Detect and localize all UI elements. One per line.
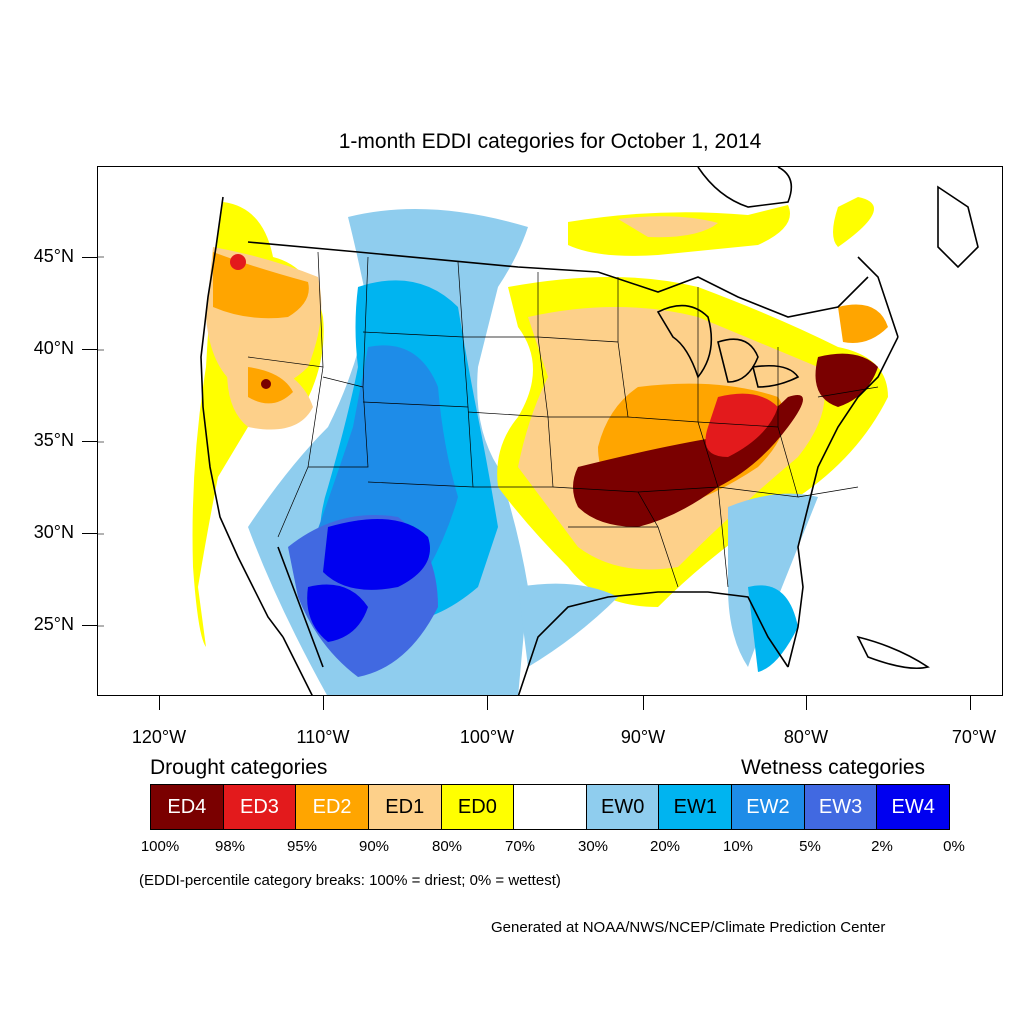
field-ed3-washington	[230, 254, 246, 270]
percent-break: 90%	[358, 838, 390, 855]
breaks-note: (EDDI-percentile category breaks: 100% =…	[139, 872, 561, 889]
lon-tick	[806, 696, 807, 710]
percent-break: 80%	[431, 838, 463, 855]
percent-break: 10%	[722, 838, 754, 855]
lon-label: 90°W	[620, 727, 666, 747]
field-ed1-canada	[618, 216, 718, 238]
map-title: 1-month EDDI categories for October 1, 2…	[338, 130, 762, 153]
lon-tick	[487, 696, 488, 710]
credit-line: Generated at NOAA/NWS/NCEP/Climate Predi…	[491, 919, 886, 936]
lat-tick	[82, 441, 97, 442]
field-ed4-northeast	[815, 353, 878, 407]
field-ed0-quebec	[833, 197, 874, 247]
state-lines	[247, 251, 879, 588]
legend-cell-ew4: EW4	[877, 785, 950, 829]
map-frame	[97, 166, 1003, 696]
percent-break: 70%	[504, 838, 536, 855]
percent-break: 98%	[214, 838, 246, 855]
legend-cell-neutral	[514, 785, 587, 829]
cuba-outline	[856, 635, 930, 670]
field-ew1-florida	[748, 585, 798, 672]
percent-break: 100%	[140, 838, 180, 855]
drought-heading: Drought categories	[150, 756, 328, 779]
coastline-mexico	[282, 636, 313, 695]
legend-cell-ed2: ED2	[296, 785, 369, 829]
percent-break: 5%	[799, 838, 821, 855]
newfoundland	[937, 185, 979, 269]
lat-label: 30°N	[33, 522, 74, 542]
field-ew4-arizona	[323, 519, 430, 590]
legend-cell-ed4: ED4	[151, 785, 224, 829]
legend-cell-ed1: ED1	[368, 785, 442, 829]
great-lakes	[656, 304, 800, 388]
field-ew0-texas	[518, 583, 618, 667]
lon-label: 80°W	[783, 727, 829, 747]
legend-cell-ew1: EW1	[659, 785, 733, 829]
legend-bar: ED4 ED3 ED2 ED1 ED0 EW0 EW1 EW2 EW3 EW4	[150, 784, 950, 830]
legend-cell-ew2: EW2	[732, 785, 805, 829]
percent-break: 95%	[286, 838, 318, 855]
field-ew4-mexico	[307, 584, 368, 642]
legend-cell-ew0: EW0	[586, 785, 660, 829]
lat-label: 25°N	[33, 614, 74, 634]
lat-tick	[82, 533, 97, 534]
lon-label: 70°W	[951, 727, 997, 747]
lat-label: 35°N	[33, 430, 74, 450]
coastline-gulf	[517, 591, 789, 695]
us-canada-border	[247, 241, 869, 318]
legend-cell-ed3: ED3	[223, 785, 297, 829]
lon-tick	[643, 696, 644, 710]
percent-break: 2%	[871, 838, 893, 855]
boundaries	[200, 167, 979, 695]
lon-label: 100°W	[459, 727, 515, 747]
percent-break: 0%	[943, 838, 965, 855]
lat-tick	[82, 625, 97, 626]
legend-cell-ed0: ED0	[441, 785, 515, 829]
legend-cell-ew3: EW3	[804, 785, 878, 829]
percent-break: 30%	[577, 838, 609, 855]
field-ed3-appalachia	[705, 393, 778, 457]
coastline-west	[200, 196, 284, 638]
lat-tick	[82, 257, 97, 258]
coastline-east	[787, 336, 899, 668]
field-ed4-nevada	[261, 379, 271, 389]
field-ew0-southeast	[728, 493, 818, 667]
lon-tick	[970, 696, 971, 710]
lat-label: 40°N	[33, 338, 74, 358]
field-ed2-northeast	[838, 304, 888, 343]
lon-label: 120°W	[131, 727, 187, 747]
lat-label: 45°N	[33, 246, 74, 266]
hudson-bay-edge	[697, 167, 793, 208]
lon-tick	[323, 696, 324, 710]
maine-coast	[857, 256, 899, 338]
wetness-heading: Wetness categories	[741, 756, 926, 779]
graticule-ticks	[98, 256, 104, 627]
lat-tick	[82, 349, 97, 350]
lon-label: 110°W	[296, 727, 350, 747]
eddi-map	[98, 167, 979, 695]
baja-coast	[277, 546, 324, 668]
lon-tick	[159, 696, 160, 710]
percent-break: 20%	[649, 838, 681, 855]
